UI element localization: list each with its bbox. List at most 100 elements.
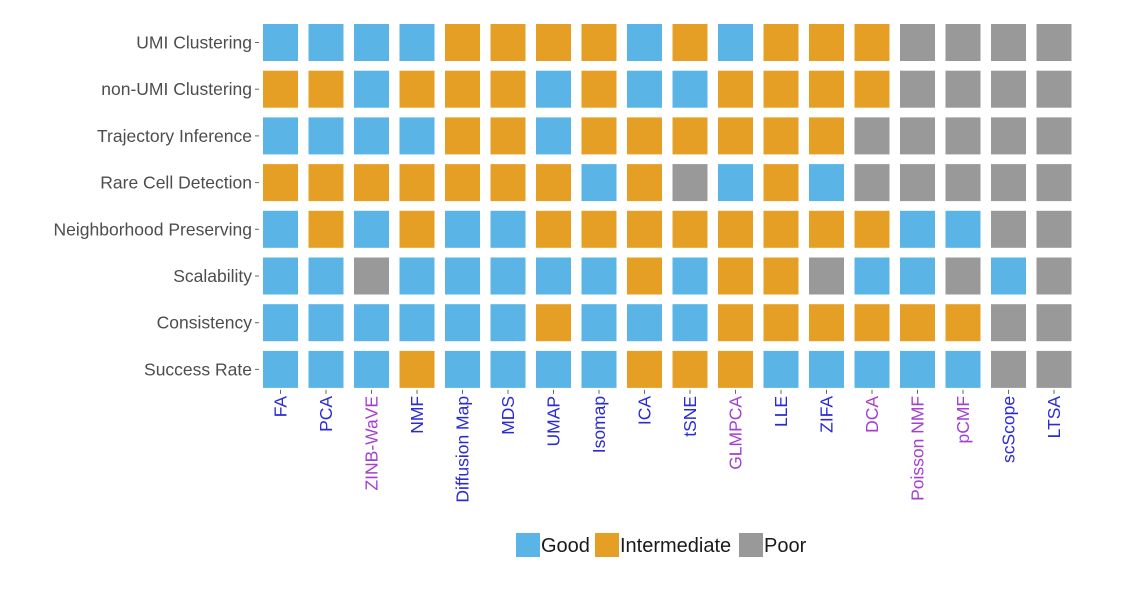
heatmap-cell xyxy=(308,350,344,388)
heatmap-cell xyxy=(900,210,935,248)
heatmap-cell xyxy=(490,350,526,388)
heatmap-cell xyxy=(445,257,480,295)
heatmap-cell xyxy=(945,70,981,108)
heatmap-cell xyxy=(809,257,844,295)
heatmap-cell xyxy=(581,304,617,342)
heatmap-cell xyxy=(809,70,844,108)
column-label: scScope xyxy=(999,396,1019,463)
heatmap-cell xyxy=(581,164,617,202)
heatmap-cell xyxy=(900,70,935,108)
heatmap-cell xyxy=(536,304,571,342)
heatmap-cell xyxy=(900,24,935,61)
heatmap-cell xyxy=(854,117,890,155)
heatmap-cell xyxy=(263,257,298,295)
heatmap-cell xyxy=(445,70,480,108)
heatmap-cell xyxy=(308,117,344,155)
heatmap-cell xyxy=(991,164,1026,202)
heatmap-cell xyxy=(809,304,844,342)
legend-swatch xyxy=(595,533,619,557)
row-label: Success Rate xyxy=(144,359,252,379)
heatmap-cell xyxy=(1036,24,1072,61)
heatmap-cell xyxy=(854,210,890,248)
heatmap-cell xyxy=(627,257,662,295)
heatmap-cell xyxy=(399,304,435,342)
heatmap-cell xyxy=(809,24,844,61)
column-label: tSNE xyxy=(680,396,700,437)
heatmap-cell xyxy=(536,117,571,155)
heatmap-cell xyxy=(627,117,662,155)
heatmap-cell xyxy=(308,24,344,61)
heatmap-cell xyxy=(263,164,298,202)
heatmap-cell xyxy=(991,350,1026,388)
heatmap-cell xyxy=(399,350,435,388)
heatmap-cell xyxy=(536,210,571,248)
heatmap-cell xyxy=(945,350,981,388)
heatmap-cell xyxy=(354,117,389,155)
heatmap-cell xyxy=(991,24,1026,61)
heatmap-cell xyxy=(627,164,662,202)
heatmap-cell xyxy=(445,304,480,342)
heatmap-cell xyxy=(399,117,435,155)
heatmap-cell xyxy=(263,24,298,61)
heatmap-cell xyxy=(263,350,298,388)
heatmap-cell xyxy=(399,70,435,108)
heatmap-cell xyxy=(900,164,935,202)
heatmap-cell xyxy=(536,350,571,388)
heatmap-cell xyxy=(900,350,935,388)
heatmap-cell xyxy=(718,257,753,295)
column-label: ZIFA xyxy=(817,396,837,433)
heatmap-cell xyxy=(445,24,480,61)
heatmap-cell xyxy=(263,304,298,342)
column-label: Diffusion Map xyxy=(453,396,473,503)
legend-label: Good xyxy=(541,535,590,557)
column-label: LTSA xyxy=(1044,396,1064,439)
heatmap-cell xyxy=(399,164,435,202)
heatmap-cell xyxy=(900,117,935,155)
heatmap-cell xyxy=(399,210,435,248)
heatmap-cell xyxy=(627,210,662,248)
heatmap-cell xyxy=(627,304,662,342)
heatmap-cell xyxy=(1036,350,1072,388)
heatmap-cell xyxy=(354,257,389,295)
heatmap-cell xyxy=(627,70,662,108)
heatmap-cell xyxy=(308,304,344,342)
heatmap-cell xyxy=(490,24,526,61)
row-label: Neighborhood Preserving xyxy=(54,219,252,239)
heatmap-cell xyxy=(718,304,753,342)
column-label: pCMF xyxy=(953,396,973,444)
heatmap-cell xyxy=(763,304,799,342)
row-label: Rare Cell Detection xyxy=(100,173,252,193)
column-label: FA xyxy=(271,396,291,418)
heatmap-cell xyxy=(672,117,708,155)
heatmap-cell xyxy=(809,164,844,202)
heatmap-cell xyxy=(354,70,389,108)
heatmap-cell xyxy=(308,70,344,108)
heatmap-cell xyxy=(490,257,526,295)
heatmap-cell xyxy=(354,24,389,61)
heatmap-cell xyxy=(354,210,389,248)
heatmap-cell xyxy=(354,164,389,202)
heatmap-cell xyxy=(809,210,844,248)
row-label: Scalability xyxy=(173,266,252,286)
heatmap-cell xyxy=(900,257,935,295)
heatmap-cell xyxy=(581,257,617,295)
heatmap-cell xyxy=(1036,70,1072,108)
heatmap-cell xyxy=(627,24,662,61)
legend-swatch xyxy=(739,533,763,557)
heatmap-cell xyxy=(991,70,1026,108)
heatmap-cell xyxy=(490,117,526,155)
heatmap-cell xyxy=(763,210,799,248)
heatmap-cell xyxy=(945,257,981,295)
heatmap-cell xyxy=(581,350,617,388)
heatmap-cell xyxy=(763,257,799,295)
heatmap-cell xyxy=(672,164,708,202)
column-label: ZINB-WaVE xyxy=(362,396,382,491)
heatmap-cell xyxy=(354,350,389,388)
heatmap-cell xyxy=(354,304,389,342)
heatmap-cell xyxy=(581,24,617,61)
heatmap-cell xyxy=(490,70,526,108)
column-labels: FA PCA ZINB-WaVE NMF Diffusion Map MDS UMAP Iso… xyxy=(271,389,1064,503)
heatmap-cell xyxy=(763,70,799,108)
heatmap-cell xyxy=(490,164,526,202)
legend: Good Intermediate Poor xyxy=(516,533,807,557)
